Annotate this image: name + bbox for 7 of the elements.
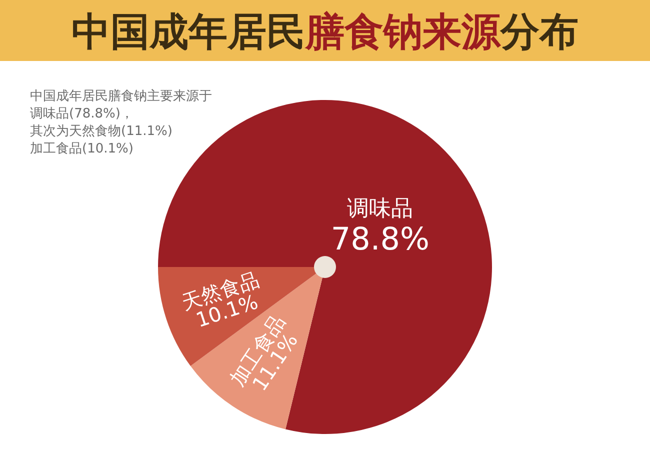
slice-label: 调味品 bbox=[347, 196, 414, 222]
text: 加工食品(10.1%) bbox=[30, 142, 134, 156]
text: 调味品(78.8%)， bbox=[30, 106, 134, 122]
data-label: 78.8% bbox=[330, 222, 430, 258]
chart-title: 中国成年居民膳食钠来源分布 bbox=[72, 10, 578, 55]
text: 中国成年居民膳食钠主要来源于 bbox=[30, 88, 212, 104]
text: 其次为天然食物(11.1%) bbox=[30, 124, 172, 139]
